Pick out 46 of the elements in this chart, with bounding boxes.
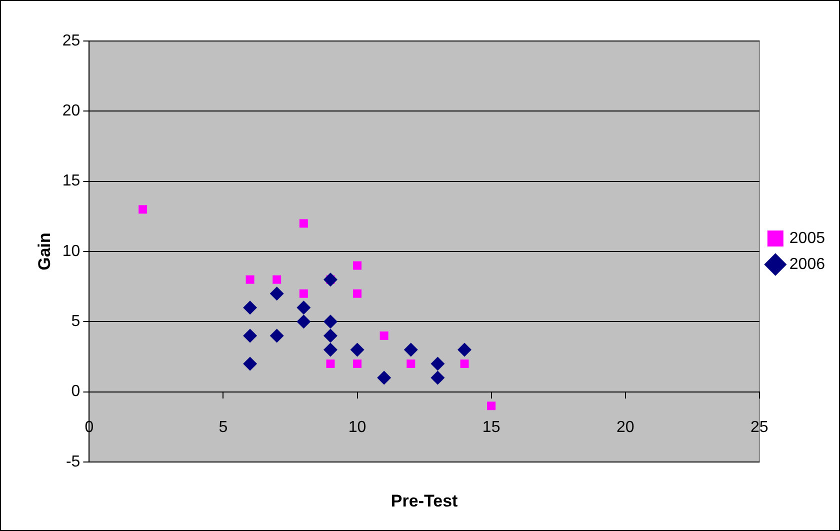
x-tick-label: 20 [616,418,634,436]
point [270,286,284,301]
point [380,331,388,340]
point [326,360,335,368]
point [323,314,338,329]
point [270,328,284,343]
point [323,272,338,287]
point [377,370,392,385]
y-tick-label: 10 [62,242,80,260]
point [299,289,308,298]
x-tick-label: 15 [482,418,500,436]
point [460,360,469,368]
x-axis-title: Pre-Test [390,492,458,511]
point [404,342,418,357]
point [272,275,282,284]
y-axis-title: Gain [34,232,54,270]
point [353,360,362,368]
point [243,356,258,371]
point [323,328,338,343]
y-tick-label: 5 [71,313,80,330]
y-tick-label: 25 [62,32,80,50]
point [487,402,496,410]
point [350,342,364,357]
point [243,300,258,315]
point [243,328,258,343]
point [353,289,362,298]
point [458,342,472,357]
point [323,342,338,357]
legend-label: 2005 [789,230,826,247]
point [299,219,308,228]
point [296,314,311,329]
point [430,370,445,385]
y-tick-label: 0 [71,383,80,400]
y-tick-label: -5 [66,453,80,470]
legend-label: 2006 [789,256,826,273]
x-tick-label: 10 [348,418,366,436]
point [353,261,362,270]
point [296,300,311,315]
y-tick-label: 20 [62,102,80,120]
x-tick-label: 5 [218,418,228,436]
point [406,360,416,368]
point [430,356,445,371]
point [246,275,254,284]
y-tick-label: 15 [62,172,80,190]
point [138,205,148,214]
x-tick-label: 25 [750,418,768,436]
